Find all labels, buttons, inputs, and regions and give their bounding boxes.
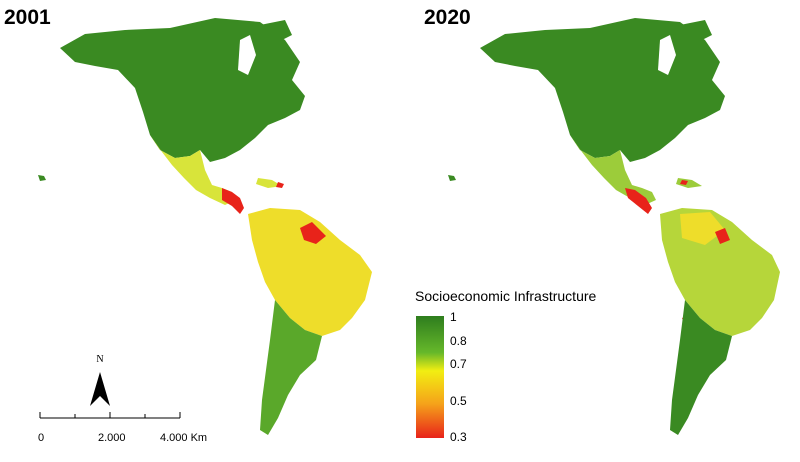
mexico-region bbox=[570, 135, 656, 205]
south-america-region bbox=[248, 208, 372, 336]
lake-region bbox=[238, 35, 256, 75]
greenland-fragment bbox=[680, 20, 712, 42]
map-title-2020: 2020 bbox=[424, 6, 471, 29]
central-america-region bbox=[625, 188, 652, 214]
lake-region bbox=[658, 35, 676, 75]
amazon-yellow-region bbox=[680, 212, 725, 245]
map-2001 bbox=[38, 18, 372, 435]
scale-and-north-arrow: N bbox=[39, 354, 181, 419]
caribbean-region bbox=[676, 178, 702, 188]
legend-tick-1: 1 bbox=[450, 310, 457, 324]
map-title-2001: 2001 bbox=[4, 6, 51, 29]
legend-tick-0.5: 0.5 bbox=[450, 394, 467, 408]
hawaii-islands bbox=[448, 175, 456, 181]
legend-title: Socioeconomic Infrastructure bbox=[415, 288, 597, 304]
legend-color-bar bbox=[416, 316, 444, 438]
legend-tick-0.8: 0.8 bbox=[450, 334, 467, 348]
scale-label-2000: 2.000 bbox=[98, 432, 126, 444]
southern-cone-region bbox=[670, 300, 732, 435]
greenland-fragment bbox=[260, 20, 292, 42]
scale-label-0: 0 bbox=[38, 432, 45, 444]
caribbean-region bbox=[256, 178, 282, 188]
scale-label-4000: 4.000 Km bbox=[160, 432, 208, 444]
north-america-region bbox=[480, 18, 725, 162]
legend-tick-0.3: 0.3 bbox=[450, 430, 467, 444]
map-2020 bbox=[448, 18, 780, 435]
north-arrow-label: N bbox=[96, 354, 103, 365]
north-arrow-icon bbox=[90, 372, 110, 406]
central-america-region bbox=[222, 188, 244, 214]
mexico-region bbox=[150, 135, 236, 205]
caribbean-red bbox=[680, 180, 688, 185]
legend-tick-0.7: 0.7 bbox=[450, 357, 467, 371]
southern-cone-region bbox=[260, 300, 322, 435]
venezuela-red-region bbox=[715, 228, 730, 244]
venezuela-red-region bbox=[300, 222, 326, 244]
hawaii-islands bbox=[38, 175, 46, 181]
north-america-region bbox=[60, 18, 305, 162]
caribbean-red bbox=[276, 182, 284, 188]
